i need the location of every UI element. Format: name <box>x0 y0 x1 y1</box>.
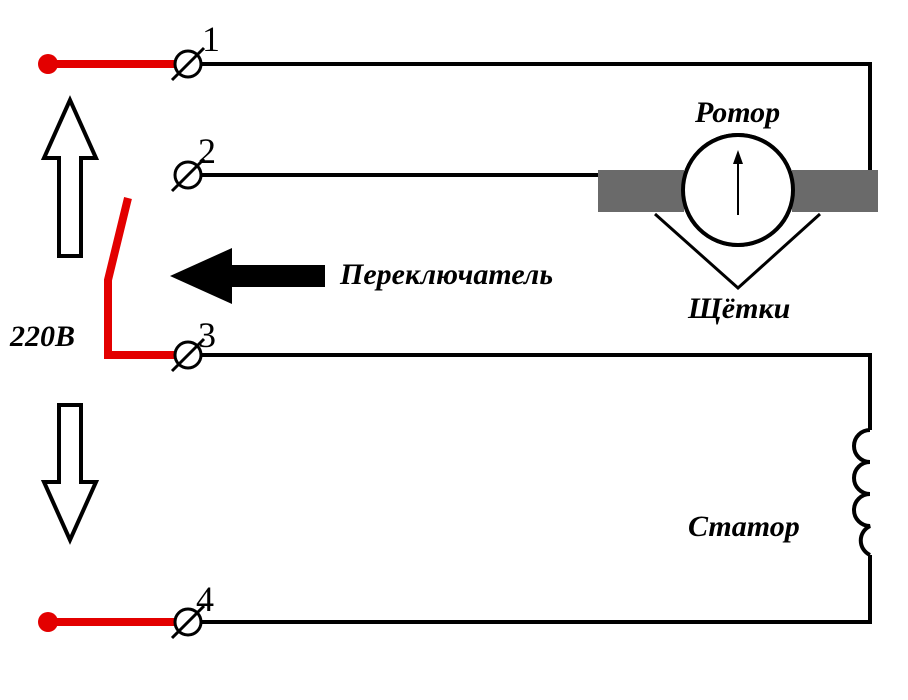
label-rotor: Ротор <box>695 96 780 130</box>
wire-t4 <box>190 555 870 622</box>
voltage-arrow-down <box>44 405 96 540</box>
brush-left <box>598 170 684 212</box>
label-stator: Статор <box>688 510 800 544</box>
switch-arrow <box>170 248 325 304</box>
label-voltage: 220В <box>10 320 75 354</box>
label-t4: 4 <box>196 578 214 620</box>
circuit-diagram: 1 2 3 4 220В Переключатель Ротор Щётки С… <box>0 0 908 700</box>
terminal-1 <box>172 48 204 80</box>
label-brushes: Щётки <box>688 292 790 326</box>
brush-right <box>792 170 878 212</box>
switch-lever <box>108 198 175 355</box>
label-t1: 1 <box>202 18 220 60</box>
wire-t3 <box>190 355 870 430</box>
label-t2: 2 <box>198 130 216 172</box>
stator-coil <box>854 430 870 555</box>
wire-t2-rotor <box>190 175 610 190</box>
label-switch: Переключатель <box>340 258 553 292</box>
label-t3: 3 <box>198 314 216 356</box>
voltage-arrow-up <box>44 100 96 256</box>
